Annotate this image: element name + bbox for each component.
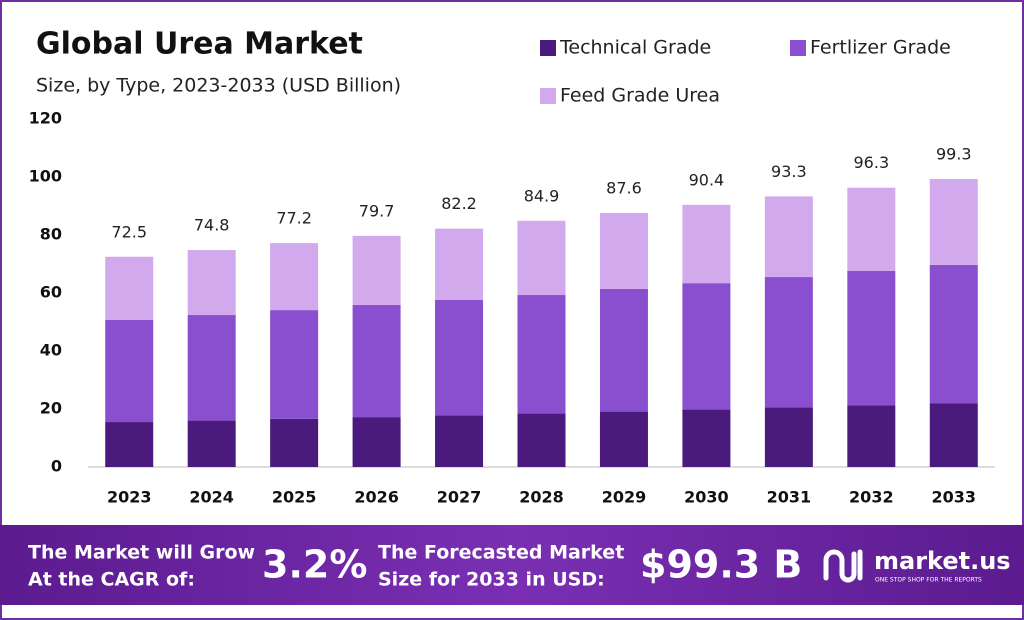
footer-text: At the CAGR of: <box>28 569 195 591</box>
bar-segment <box>599 288 648 412</box>
bar-segment <box>682 409 731 467</box>
bar-segment <box>105 319 154 423</box>
legend-label: Feed Grade Urea <box>560 85 720 107</box>
bar-segment <box>682 283 731 410</box>
bar-segment <box>105 422 154 467</box>
bar-segment <box>599 411 648 467</box>
total-label: 99.3 <box>936 145 972 164</box>
legend-swatch <box>540 88 556 104</box>
y-tick-label: 60 <box>40 283 62 302</box>
bar-segment <box>270 310 319 419</box>
x-tick-label: 2030 <box>684 488 729 507</box>
total-label: 87.6 <box>606 178 642 197</box>
x-tick-label: 2029 <box>602 488 647 507</box>
x-tick-label: 2025 <box>272 488 317 507</box>
total-label: 93.3 <box>771 162 807 181</box>
bar-segment <box>352 417 401 467</box>
bar-segment <box>435 299 484 416</box>
y-tick-label: 100 <box>29 167 62 186</box>
bar-segment <box>517 413 566 467</box>
legend-label: Fertlizer Grade <box>810 37 951 59</box>
bar-segment <box>352 235 401 305</box>
legend-swatch <box>540 40 556 56</box>
bar-segment <box>764 277 813 408</box>
legend-swatch <box>790 40 806 56</box>
x-tick-label: 2032 <box>849 488 894 507</box>
total-label: 72.5 <box>111 222 147 241</box>
chart-subtitle: Size, by Type, 2023-2033 (USD Billion) <box>36 75 401 97</box>
bar-segment <box>517 220 566 296</box>
x-tick-label: 2024 <box>189 488 234 507</box>
bar-segment <box>847 270 896 406</box>
footer-band <box>0 525 1024 605</box>
x-tick-label: 2023 <box>107 488 152 507</box>
brand-tagline: ONE STOP SHOP FOR THE REPORTS <box>875 577 982 584</box>
bar-segment <box>270 418 319 467</box>
bar-segment <box>352 304 401 418</box>
footer-cagr: 3.2% <box>262 543 367 587</box>
total-label: 96.3 <box>854 153 890 172</box>
bar-segment <box>270 243 319 311</box>
bar-segment <box>682 204 731 284</box>
footer-text: The Forecasted Market <box>378 542 624 564</box>
bar-segment <box>764 407 813 467</box>
y-tick-label: 20 <box>40 399 62 418</box>
bar-segment <box>929 179 978 265</box>
total-label: 79.7 <box>359 201 395 220</box>
footer-text: The Market will Grow <box>28 542 255 564</box>
total-label: 90.4 <box>689 170 725 189</box>
x-tick-label: 2033 <box>932 488 977 507</box>
x-tick-label: 2027 <box>437 488 482 507</box>
bar-segment <box>435 415 484 467</box>
chart-title: Global Urea Market <box>36 27 363 62</box>
x-tick-label: 2028 <box>519 488 564 507</box>
bar-segment <box>517 295 566 414</box>
bar-segment <box>187 250 236 316</box>
x-tick-label: 2026 <box>354 488 399 507</box>
y-tick-label: 40 <box>40 341 62 360</box>
y-tick-label: 120 <box>29 109 62 128</box>
bar-segment <box>929 264 978 404</box>
total-label: 77.2 <box>276 209 312 228</box>
bar-segment <box>764 196 813 278</box>
bar-segment <box>187 315 236 421</box>
bar-segment <box>929 403 978 467</box>
total-label: 82.2 <box>441 194 477 213</box>
footer-forecast: $99.3 B <box>640 543 802 587</box>
legend-label: Technical Grade <box>559 37 711 59</box>
total-label: 84.9 <box>524 186 560 205</box>
bar-segment <box>599 212 648 289</box>
bar-segment <box>847 187 896 271</box>
x-tick-label: 2031 <box>767 488 812 507</box>
y-tick-label: 80 <box>40 225 62 244</box>
brand-logo <box>823 549 863 583</box>
footer-text: Size for 2033 in USD: <box>378 569 605 591</box>
brand: market.us <box>874 547 1011 575</box>
y-tick-label: 0 <box>51 457 62 476</box>
bar-segment <box>435 228 484 300</box>
bar-segment <box>847 405 896 467</box>
total-label: 74.8 <box>194 216 230 235</box>
bar-segment <box>105 256 154 320</box>
bar-segment <box>187 420 236 467</box>
